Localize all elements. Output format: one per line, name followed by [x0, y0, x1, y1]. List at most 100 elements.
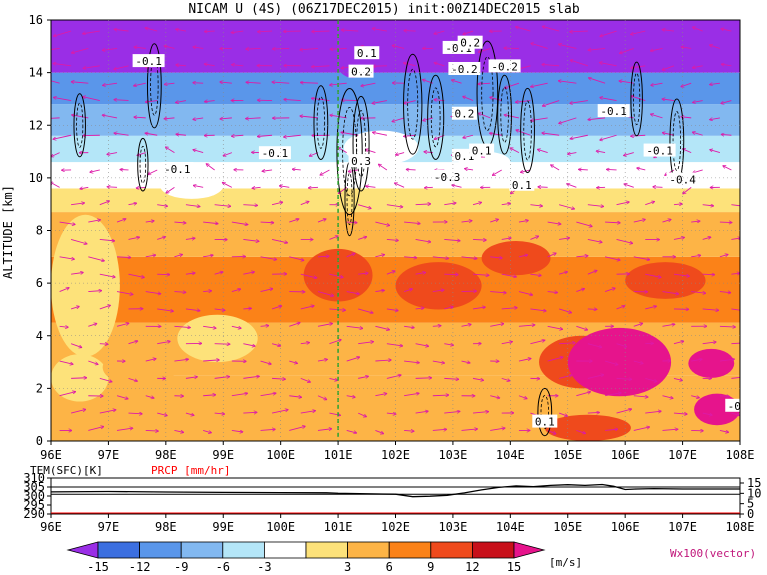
colorbar-tick-label: -6 — [216, 560, 230, 574]
wind-vector — [463, 30, 474, 34]
wind-vector — [673, 237, 684, 240]
wind-vector — [260, 393, 276, 397]
wind-vector — [386, 343, 403, 346]
wind-vector — [530, 236, 538, 240]
wind-vector — [501, 308, 517, 309]
wind-vector — [559, 238, 569, 240]
wind-vector — [434, 63, 445, 67]
wind-vector — [193, 118, 204, 120]
wind-vector — [176, 65, 186, 66]
wind-vector — [309, 187, 319, 188]
wind-vector — [174, 430, 183, 432]
wind-vector — [472, 274, 489, 275]
wind-vector — [145, 291, 161, 294]
wind-vector — [530, 340, 544, 345]
wind-vector — [587, 343, 602, 348]
wind-vector — [518, 395, 527, 399]
wind-vector — [404, 326, 414, 327]
shading-patch — [625, 262, 706, 299]
shading-patch — [160, 172, 224, 199]
wind-vector — [490, 395, 499, 398]
grid-lines — [51, 20, 740, 441]
wind-vector — [710, 150, 721, 154]
contour-label-bg — [348, 154, 374, 168]
wind-vector — [348, 170, 359, 172]
wind-vector — [232, 65, 244, 66]
wind-vector — [193, 150, 204, 154]
y-tick-label: 16 — [29, 13, 43, 27]
shading-patch — [481, 241, 551, 276]
colorbar-box — [388, 541, 432, 559]
colorbar-tick-label: 3 — [344, 560, 351, 574]
wind-vector — [51, 182, 60, 188]
wind-vector — [346, 430, 357, 432]
wind-vector — [731, 308, 740, 311]
wind-vector — [404, 100, 416, 104]
wind-vector — [415, 378, 432, 379]
wind-vector — [114, 29, 129, 32]
wind-vector — [164, 83, 175, 84]
colorbar-box — [139, 541, 182, 559]
wind-vector — [128, 237, 140, 240]
wind-vector — [731, 412, 739, 415]
wind-vector — [518, 358, 531, 362]
contour-label-bg — [451, 106, 477, 120]
temp-axis-title: TEM(SFC)[K] — [30, 464, 103, 477]
wind-vector — [88, 427, 103, 431]
x-tick-label: 105E — [553, 448, 582, 462]
wind-vector — [531, 82, 548, 87]
wind-vector — [721, 100, 732, 104]
wind-vector — [317, 291, 333, 296]
wind-vector — [284, 134, 301, 137]
contour-label: 0.1 — [512, 179, 532, 192]
wind-vector — [375, 325, 389, 329]
wind-vector — [289, 426, 305, 431]
wind-vector — [289, 396, 301, 398]
surface-panel: TEM(SFC)[K] PRCP [mm/hr] 310305300295290… — [23, 464, 761, 534]
contour-label: 0.1 — [357, 47, 377, 60]
contour-label: -0.1 — [600, 105, 627, 118]
y-axis-label: ALTITUDE [km] — [1, 185, 15, 279]
contour-line — [313, 85, 329, 160]
wind-vector — [452, 80, 462, 84]
wind-vector — [260, 289, 273, 292]
wind-vector — [53, 63, 72, 67]
wind-vector — [530, 308, 546, 311]
shading-band — [51, 212, 740, 257]
wind-vector — [662, 65, 675, 70]
wind-vector — [604, 360, 618, 365]
wind-vector — [616, 343, 627, 347]
wind-vector — [246, 118, 261, 119]
contour-line — [76, 102, 84, 148]
wind-vector — [501, 377, 510, 380]
wind-vector — [710, 118, 720, 120]
wind-vector — [559, 308, 571, 313]
wind-vector — [693, 27, 703, 32]
surface-frame — [50, 477, 741, 515]
wind-vector — [346, 222, 357, 223]
wind-vector — [542, 133, 560, 136]
wind-vector — [372, 100, 387, 104]
wind-vector — [662, 291, 678, 294]
wind-vector — [662, 99, 675, 101]
wind-vector — [375, 255, 384, 258]
wind-vector — [531, 117, 548, 121]
surface-series — [50, 483, 740, 514]
wind-vector — [312, 66, 330, 67]
wind-vector — [243, 205, 257, 206]
wind-vector — [71, 272, 83, 274]
contour-line — [139, 145, 147, 184]
wind-vector — [547, 357, 563, 362]
wind-vector — [651, 82, 663, 85]
colorbar-box — [347, 541, 390, 559]
wind-vector — [719, 254, 728, 258]
wind-vector — [280, 186, 290, 187]
wind-vector — [220, 82, 232, 83]
wind-vector — [346, 396, 355, 397]
x-tick-label: 101E — [324, 448, 353, 462]
wind-vector — [673, 377, 682, 380]
wind-vector — [576, 325, 587, 330]
wind-vector — [145, 133, 158, 136]
wind-vector — [501, 273, 517, 277]
